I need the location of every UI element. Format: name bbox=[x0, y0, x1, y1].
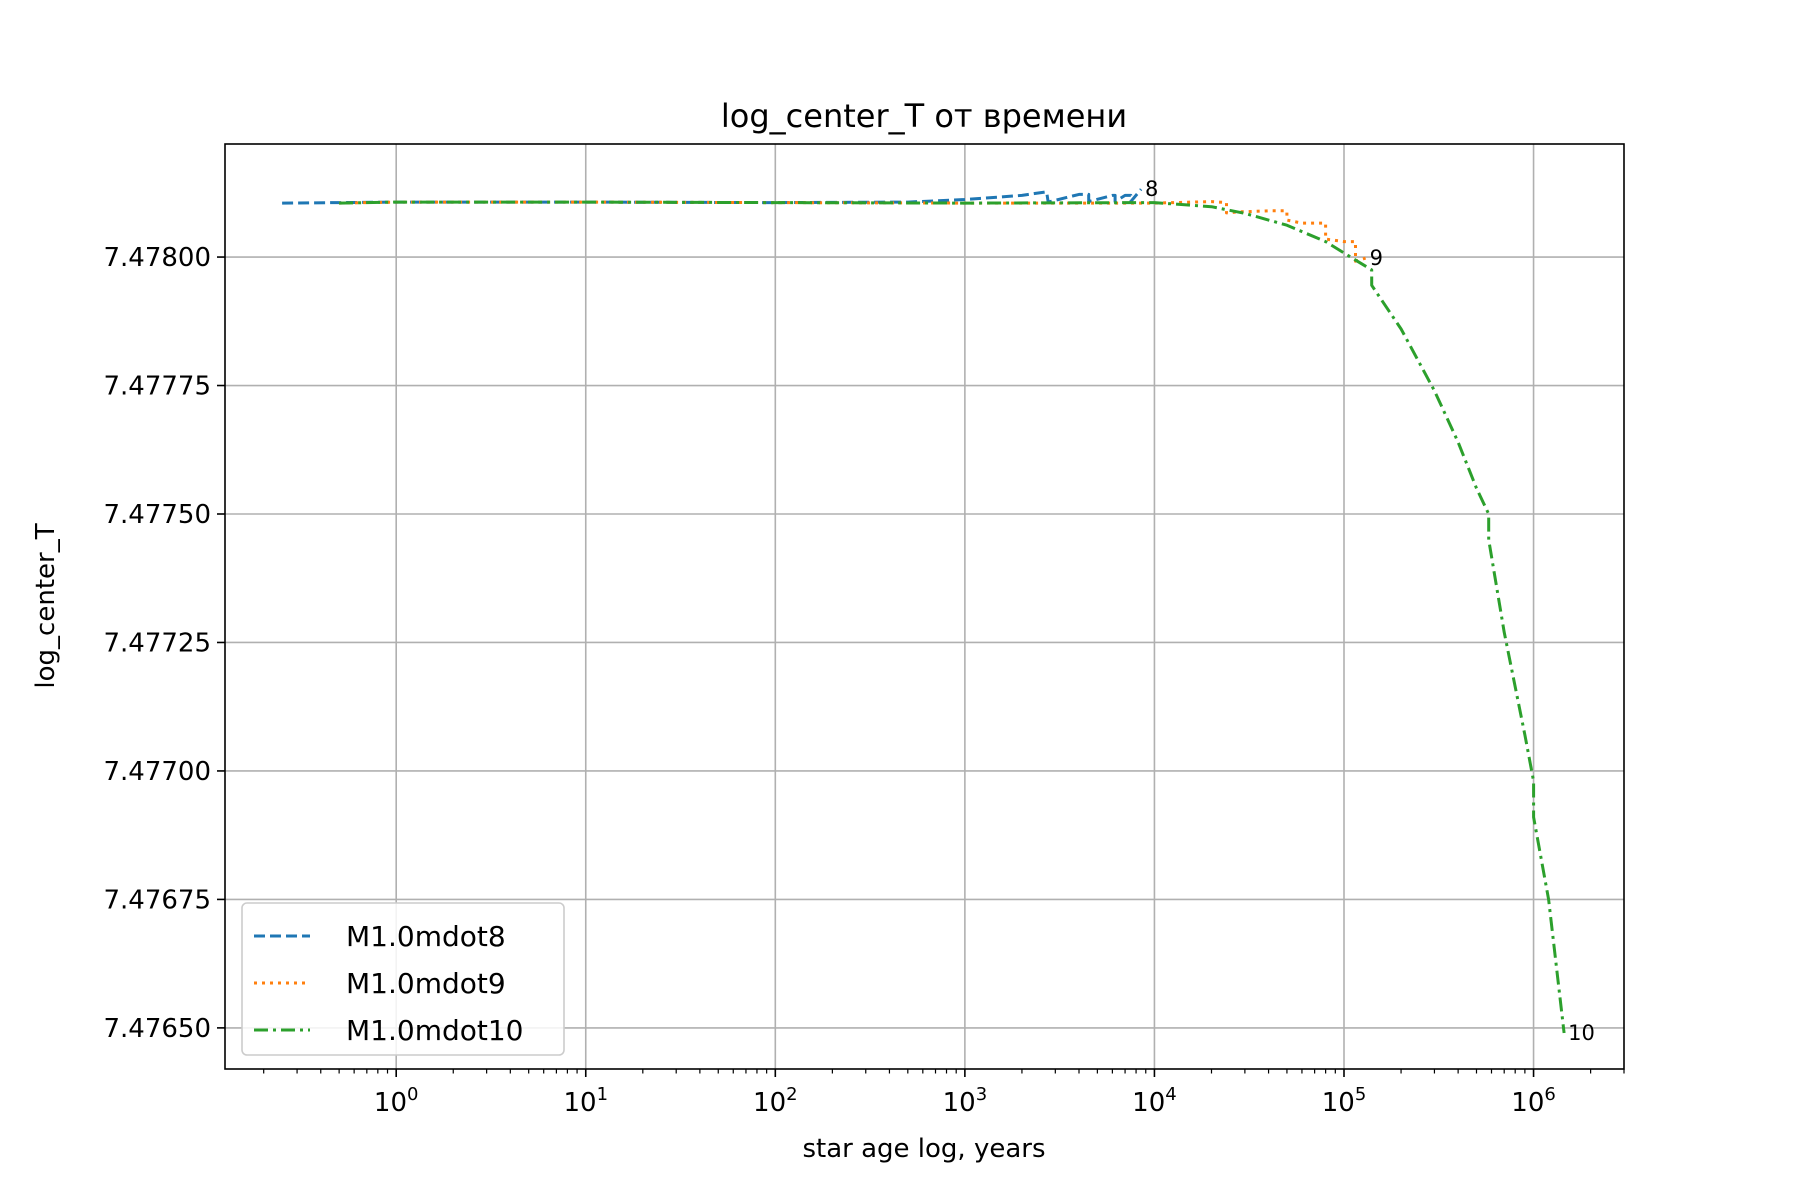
y-tick-label: 7.47800 bbox=[103, 243, 211, 273]
plot-frame bbox=[224, 143, 1625, 1070]
series-end-label-2: 9 bbox=[1370, 246, 1383, 270]
y-tick-label: 7.47650 bbox=[103, 1014, 211, 1044]
y-tick-label: 7.47775 bbox=[103, 372, 211, 402]
axis-ticks: 100 101 102 103 104 105 106 7.47650 7.47675 7.477… bbox=[103, 243, 1625, 1118]
grid-lines bbox=[225, 144, 1624, 1069]
x-tick-label: 106 bbox=[1511, 1084, 1556, 1118]
y-axis-label: log_center_T bbox=[31, 523, 61, 688]
x-tick-label: 103 bbox=[943, 1084, 988, 1118]
x-tick-label: 102 bbox=[753, 1084, 798, 1118]
y-tick-label: 7.47700 bbox=[103, 757, 211, 787]
series-end-label-1: 8 bbox=[1145, 177, 1158, 201]
legend: M1.0mdot8 M1.0mdot9 M1.0mdot10 bbox=[241, 902, 565, 1056]
x-axis-label: star age log, years bbox=[802, 1134, 1045, 1164]
y-tick-label: 7.47725 bbox=[103, 628, 211, 658]
series-line-2 bbox=[339, 200, 1367, 263]
x-tick-label: 105 bbox=[1322, 1084, 1367, 1118]
chart-title: log_center_T от времени bbox=[721, 97, 1127, 135]
x-tick-label: 101 bbox=[563, 1084, 608, 1118]
legend-label: M1.0mdot9 bbox=[346, 967, 506, 1000]
data-series: 8 9 10 bbox=[282, 177, 1595, 1045]
legend-box bbox=[241, 902, 565, 1056]
legend-label: M1.0mdot10 bbox=[346, 1014, 523, 1047]
series-line-1 bbox=[282, 188, 1143, 205]
series-end-label-3: 10 bbox=[1568, 1021, 1595, 1045]
x-tick-label: 104 bbox=[1132, 1084, 1177, 1118]
x-tick-label: 100 bbox=[374, 1084, 419, 1118]
y-tick-label: 7.47750 bbox=[103, 500, 211, 530]
legend-label: M1.0mdot8 bbox=[346, 920, 506, 953]
y-tick-label: 7.47675 bbox=[103, 885, 211, 915]
series-line-3 bbox=[339, 200, 1566, 1034]
